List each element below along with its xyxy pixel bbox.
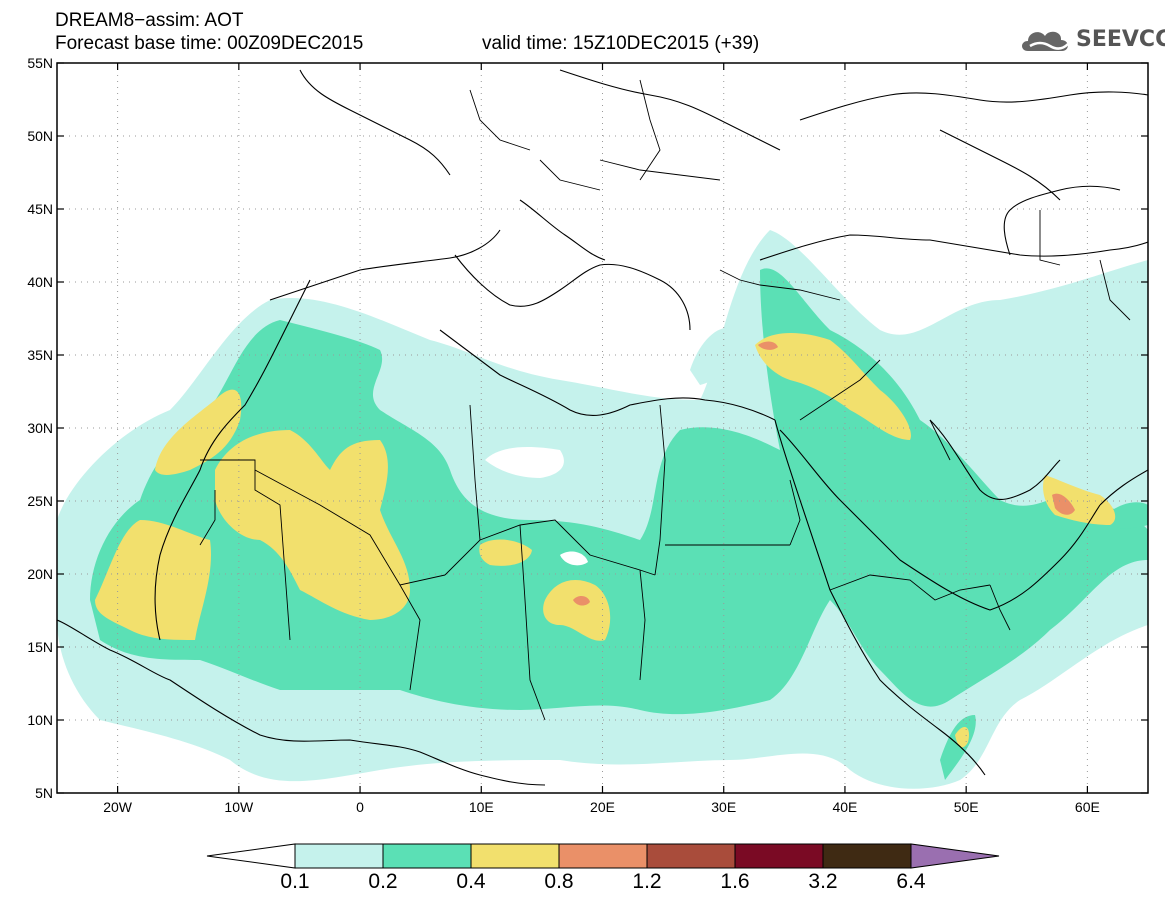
- lat-tick-label: 45N: [27, 201, 53, 217]
- lon-tick-label: 40E: [832, 799, 857, 815]
- coastlines: [57, 69, 1148, 786]
- lon-tick-label: 60E: [1075, 799, 1100, 815]
- colorbar-over-triangle: [910, 843, 1000, 869]
- colorbar-tick-label: 1.6: [720, 870, 750, 893]
- valid-time: valid time: 15Z10DEC2015 (+39): [482, 33, 760, 54]
- colorbar-segment: [646, 843, 736, 869]
- aot-band-0.8: [573, 341, 1075, 606]
- longitude-axis: 20W 10W 0 10E 20E 30E 40E 50E 60E: [103, 63, 1100, 815]
- lat-tick-label: 35N: [27, 347, 53, 363]
- aot-field: [57, 230, 1148, 789]
- colorbar-tick-label: 0.1: [280, 870, 310, 893]
- lat-tick-label: 30N: [27, 420, 53, 436]
- lat-tick-label: 10N: [27, 712, 53, 728]
- latitude-axis: 55N 50N 45N 40N 35N 30N 25N 20N 15N 10N 5N: [27, 55, 1148, 801]
- map-title: DREAM8−assim: AOT: [55, 10, 244, 31]
- aot-band-0.4: [95, 333, 1116, 748]
- colorbar-tick-label: 3.2: [808, 870, 838, 893]
- logo-text: SEEVCCC: [1076, 27, 1165, 52]
- lon-tick-label: 20E: [590, 799, 615, 815]
- colorbar-tick-label: 1.2: [632, 870, 662, 893]
- colorbar: [206, 843, 1000, 869]
- lat-tick-label: 5N: [35, 785, 53, 801]
- cloud-logo-icon: [1022, 31, 1069, 51]
- lat-tick-label: 25N: [27, 493, 53, 509]
- lon-tick-label: 0: [356, 799, 364, 815]
- forecast-base-time: Forecast base time: 00Z09DEC2015: [55, 33, 364, 54]
- lon-tick-label: 10W: [224, 799, 254, 815]
- colorbar-tick-label: 0.4: [456, 870, 486, 893]
- lat-tick-label: 40N: [27, 274, 53, 290]
- colorbar-segment: [294, 843, 384, 869]
- colorbar-segment: [470, 843, 560, 869]
- colorbar-segment: [734, 843, 824, 869]
- colorbar-segment: [558, 843, 648, 869]
- colorbar-under-triangle: [206, 843, 296, 869]
- colorbar-segment: [822, 843, 912, 869]
- country-borders: [199, 79, 1131, 721]
- colorbar-tick-label: 6.4: [896, 870, 926, 893]
- lat-tick-label: 15N: [27, 639, 53, 655]
- colorbar-segment: [382, 843, 472, 869]
- colorbar-tick-label: 0.2: [368, 870, 398, 893]
- low-aot-patches: [485, 447, 588, 566]
- lat-tick-label: 55N: [27, 55, 53, 71]
- lat-tick-label: 50N: [27, 128, 53, 144]
- colorbar-tick-label: 0.8: [544, 870, 574, 893]
- seevccc-logo: SEEVCCC: [1018, 24, 1165, 56]
- lon-tick-label: 10E: [469, 799, 494, 815]
- lon-tick-label: 20W: [103, 799, 133, 815]
- lon-tick-label: 30E: [711, 799, 736, 815]
- lat-tick-label: 20N: [27, 566, 53, 582]
- lon-tick-label: 50E: [954, 799, 979, 815]
